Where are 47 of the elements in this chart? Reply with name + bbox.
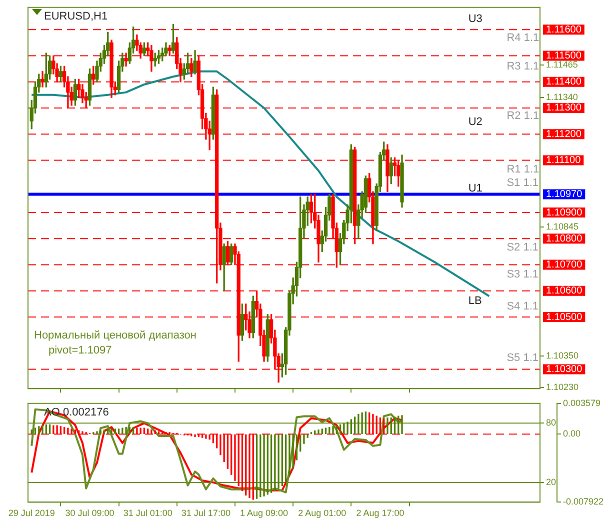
annotation: U3 — [468, 12, 482, 25]
ref-line-label: 1.10800 — [546, 233, 583, 244]
x-tick-label: 2 Aug 01:00 — [298, 508, 346, 518]
annotation: R1 1.1 — [506, 163, 540, 176]
ref-line-label: 1.10300 — [546, 364, 583, 376]
text: Нормальный ценовой диапазон — [34, 329, 196, 342]
ref-line-label: 1.11400 — [546, 76, 582, 88]
x-tick-label: 2 Aug 17:00 — [356, 508, 404, 518]
y-tick-label: 0.00 — [563, 428, 581, 439]
x-tick-label: 29 Jul 2019 — [8, 508, 55, 518]
x-tick-label: 31 Jul 01:00 — [123, 508, 172, 518]
annotation: U1 — [468, 182, 482, 194]
x-tick-label: 30 Jul 09:00 — [65, 508, 114, 518]
ref-line-label: 1.10700 — [546, 260, 583, 271]
ref-line-label: 1.11200 — [546, 128, 582, 140]
annotation: R3 1.1 — [506, 60, 540, 73]
annotation: pivot=1.1097 — [48, 344, 112, 357]
annotation: S5 1.1 — [506, 352, 539, 364]
ref-line-label: 1.10500 — [546, 312, 583, 323]
annotation: LB — [468, 294, 482, 307]
ref-line-label: 1.10600 — [546, 286, 583, 297]
annotation: S4 1.1 — [506, 300, 539, 313]
x-tick-label: 31 Jul 17:00 — [181, 508, 230, 518]
y2-tick-label: 80 — [546, 418, 556, 428]
ref-line-label: 1.10970 — [546, 188, 583, 200]
annotation: S2 1.1 — [506, 242, 539, 254]
chart-title: AO 0.002176 — [44, 406, 109, 418]
y-tick-label: -0.007922 — [563, 496, 604, 507]
annotation: S3 1.1 — [506, 268, 539, 280]
y-tick-label: 1.10350 — [546, 350, 579, 361]
ref-line-label: 1.11500 — [546, 50, 582, 62]
ref-line-label: 1.11100 — [546, 154, 582, 166]
y-tick-label: 1.10845 — [546, 221, 579, 232]
y-tick-label: 1.11340 — [546, 92, 578, 102]
annotation: U2 — [468, 116, 482, 128]
y-tick-label: 1.10230 — [546, 382, 579, 392]
x-tick-label: 1 Aug 09:00 — [240, 508, 288, 518]
y-tick-label: 0.003579 — [563, 398, 601, 408]
annotation: R2 1.1 — [506, 110, 540, 122]
annotation: S1 1.1 — [506, 176, 539, 189]
y2-tick-label: 20 — [546, 476, 556, 487]
annotation: R4 1.1 — [506, 32, 540, 44]
chart-title: EURUSD,H1 — [44, 10, 108, 22]
ref-line-label: 1.10900 — [546, 207, 583, 218]
ref-line-label: 1.11300 — [546, 102, 582, 114]
ref-line-label: 1.11600 — [546, 24, 582, 36]
y-tick-label: 1.11465 — [546, 59, 578, 70]
